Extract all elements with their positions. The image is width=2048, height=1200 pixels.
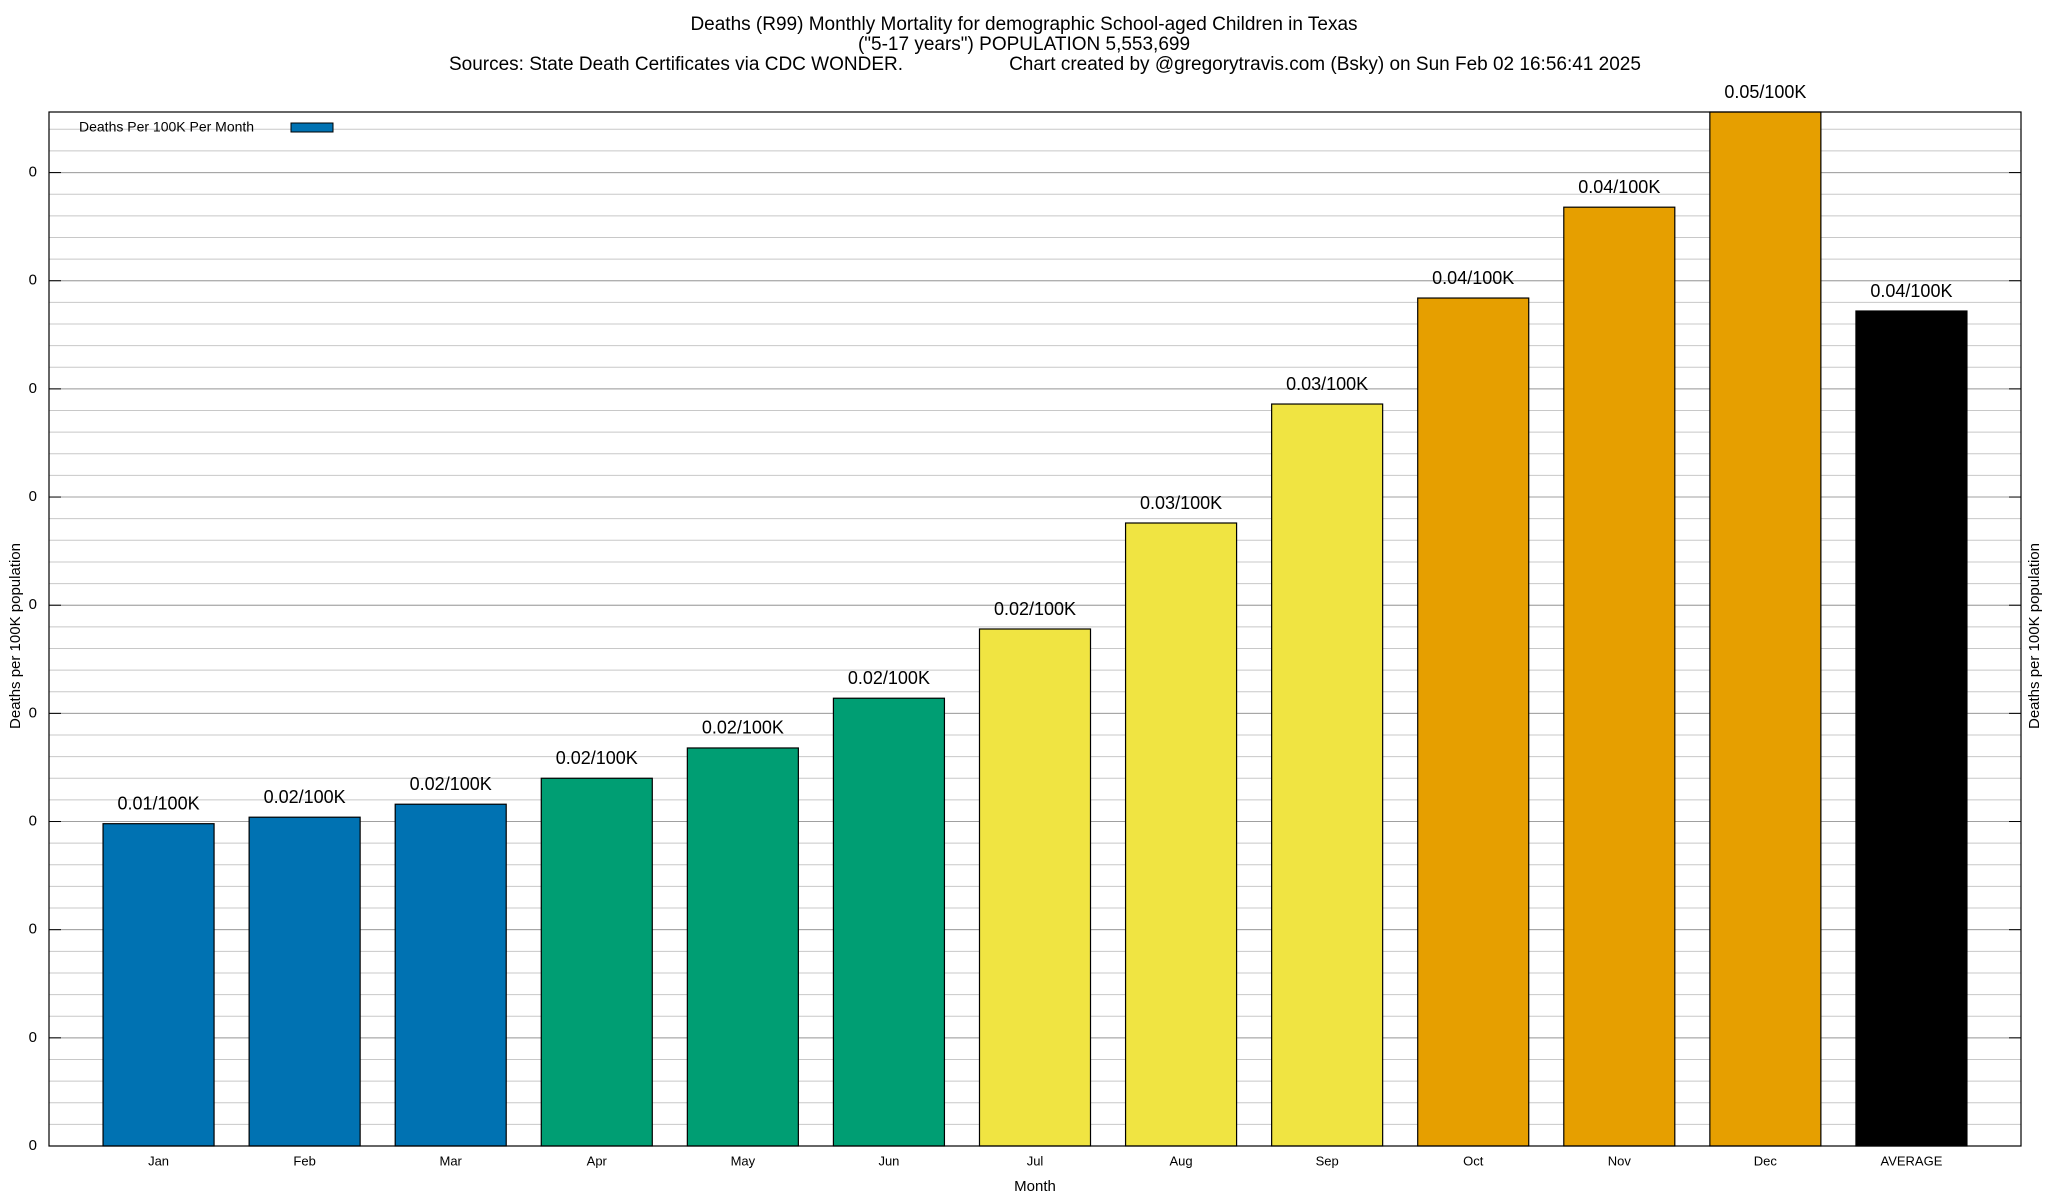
chart-title: Deaths (R99) Monthly Mortality for demog…: [690, 14, 1357, 35]
value-label: 0.03/100K: [1286, 374, 1368, 394]
bar: [1271, 403, 1384, 1147]
bar: [248, 816, 361, 1147]
x-tick-label: Mar: [440, 1153, 463, 1168]
y-tick-label: 0: [29, 1029, 37, 1046]
bar: [540, 777, 653, 1147]
bar: [1124, 522, 1238, 1147]
x-tick-label: Aug: [1170, 1153, 1193, 1168]
value-label: 0.03/100K: [1140, 493, 1222, 513]
bar: [102, 823, 215, 1147]
value-label: 0.02/100K: [556, 748, 638, 768]
bar: [978, 628, 1092, 1147]
bar: [1563, 206, 1676, 1147]
x-tick-label: Oct: [1463, 1153, 1484, 1168]
legend-swatch: [290, 122, 334, 133]
y-tick-label: 0: [29, 596, 37, 613]
x-tick-label: Feb: [293, 1153, 315, 1168]
bar: [394, 803, 507, 1147]
bar: [1417, 297, 1530, 1147]
value-label: 0.02/100K: [994, 599, 1076, 619]
x-axis-label: Month: [1014, 1178, 1056, 1195]
value-label: 0.04/100K: [1432, 268, 1514, 288]
x-tick-label: Nov: [1608, 1153, 1632, 1168]
y-tick-label: 0: [29, 1137, 37, 1154]
y2-axis-label: Deaths per 100K population: [2026, 543, 2043, 729]
y-tick-label: 0: [29, 164, 37, 181]
y-tick-label: 0: [29, 488, 37, 505]
chart-note: Sources: State Death Certificates via CD…: [449, 54, 903, 75]
x-tick-label: Jun: [878, 1153, 899, 1168]
legend-label: Deaths Per 100K Per Month: [79, 119, 254, 135]
value-label: 0.02/100K: [264, 787, 346, 807]
x-tick-label: Dec: [1754, 1153, 1778, 1168]
y-tick-label: 0: [29, 812, 37, 829]
value-label: 0.05/100K: [1724, 82, 1806, 102]
y-tick-label: 0: [29, 272, 37, 289]
y-tick-label: 0: [29, 704, 37, 721]
x-tick-label: Apr: [587, 1153, 608, 1168]
bar: [686, 747, 799, 1147]
x-tick-label: Sep: [1316, 1153, 1339, 1168]
x-tick-label: May: [731, 1153, 756, 1168]
value-label: 0.02/100K: [410, 774, 492, 794]
value-label: 0.04/100K: [1870, 281, 1952, 301]
y-tick-label: 0: [29, 921, 37, 938]
y-axis-label: Deaths per 100K population: [7, 543, 24, 729]
bar: [832, 697, 946, 1147]
x-tick-label: AVERAGE: [1880, 1153, 1942, 1168]
chart-credit: Chart created by @gregorytravis.com (Bsk…: [1009, 54, 1641, 75]
plot-frame: [48, 111, 2022, 1147]
x-tick-label: Jul: [1027, 1153, 1044, 1168]
value-label: 0.02/100K: [702, 718, 784, 738]
y-tick-label: 0: [29, 380, 37, 397]
bar: [1855, 310, 1968, 1147]
value-label: 0.01/100K: [118, 793, 200, 813]
value-label: 0.04/100K: [1578, 177, 1660, 197]
x-tick-label: Jan: [148, 1153, 169, 1168]
bar: [1709, 111, 1822, 1147]
value-label: 0.02/100K: [848, 668, 930, 688]
chart-subtitle: ("5-17 years") POPULATION 5,553,699: [858, 34, 1190, 55]
